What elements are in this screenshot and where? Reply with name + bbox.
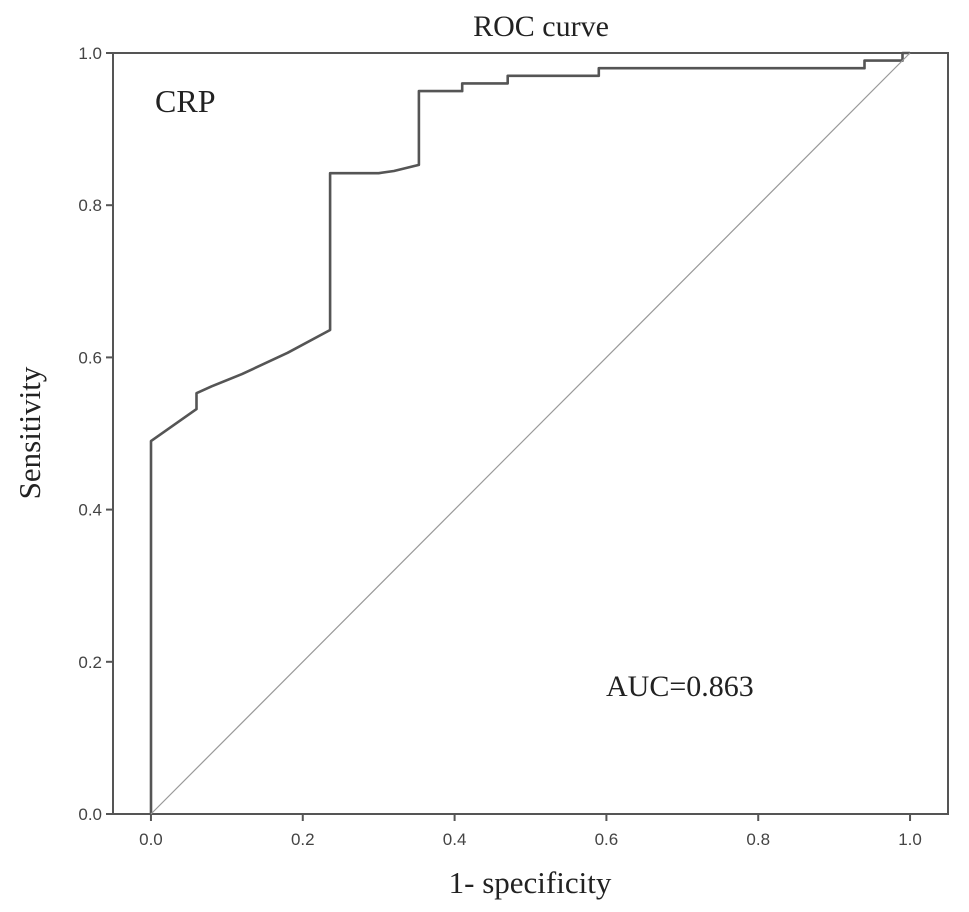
plot-frame bbox=[112, 52, 949, 815]
x-tick-label: 0.6 bbox=[595, 830, 619, 849]
x-axis-label: 1- specificity bbox=[449, 865, 612, 900]
y-tick-label: 0.8 bbox=[78, 196, 102, 215]
chart-title: ROC curve bbox=[473, 10, 609, 43]
y-tick-label: 0.4 bbox=[78, 501, 102, 520]
x-axis-ticks: 0.0 0.2 0.4 0.6 0.8 1.0 bbox=[139, 814, 922, 849]
y-tick-label: 0.0 bbox=[78, 805, 102, 824]
y-axis-ticks: 0.0 0.2 0.4 0.6 0.8 1.0 bbox=[78, 44, 113, 824]
x-tick-label: 1.0 bbox=[898, 830, 922, 849]
series-group bbox=[149, 51, 911, 815]
roc-curve-line bbox=[149, 51, 910, 814]
y-tick-label: 0.2 bbox=[78, 653, 102, 672]
y-tick-label: 0.6 bbox=[78, 348, 102, 367]
y-axis-label: Sensitivity bbox=[12, 366, 47, 499]
reference-diagonal-line bbox=[150, 52, 911, 815]
x-tick-label: 0.8 bbox=[746, 830, 770, 849]
x-tick-label: 0.4 bbox=[443, 830, 467, 849]
y-tick-label: 1.0 bbox=[78, 44, 102, 63]
curve-label: CRP bbox=[155, 83, 215, 119]
auc-annotation: AUC=0.863 bbox=[606, 670, 754, 703]
x-tick-label: 0.0 bbox=[139, 830, 163, 849]
x-tick-label: 0.2 bbox=[291, 830, 315, 849]
